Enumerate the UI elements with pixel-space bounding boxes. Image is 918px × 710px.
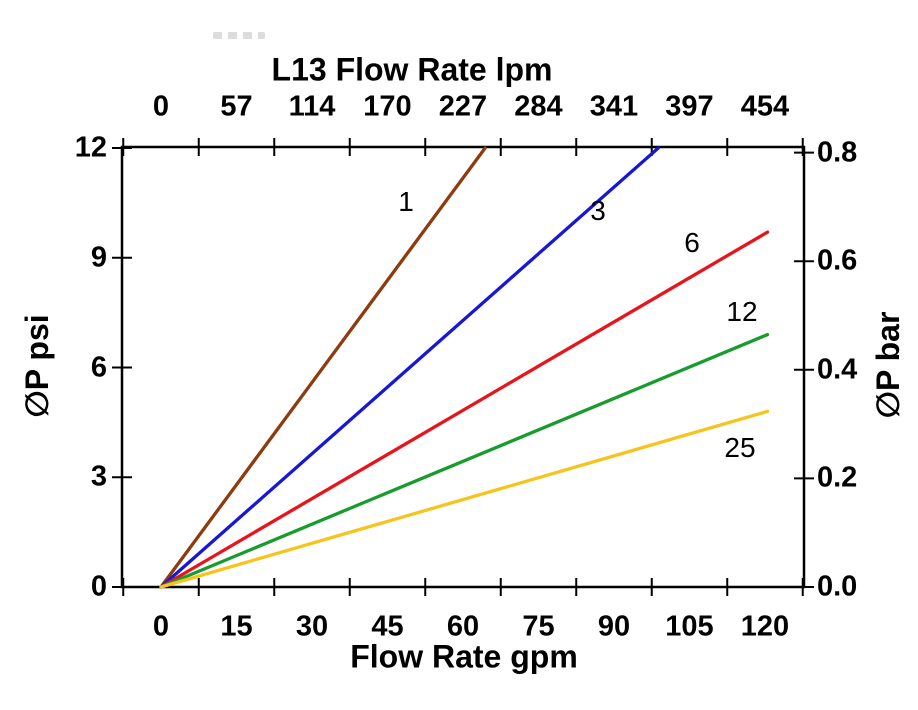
x-tick-label-gpm-30: 30 — [295, 610, 329, 643]
y-tick-label-bar-0.0: 0.0 — [817, 570, 858, 603]
series-line-12 — [159, 332, 770, 589]
y-tick-label-bar-0.6: 0.6 — [817, 244, 858, 277]
x-tick-label-lpm-114: 114 — [288, 90, 336, 123]
x-tick-label-gpm-45: 45 — [371, 610, 404, 643]
series-line-1 — [159, 146, 487, 589]
y-tick-label-psi-3: 3 — [90, 460, 107, 493]
y-tick-label-psi-9: 9 — [90, 241, 107, 274]
series-label-1: 1 — [398, 186, 414, 217]
x-tick-label-gpm-90: 90 — [597, 610, 631, 643]
series-line-3 — [159, 146, 660, 589]
series-line-6 — [159, 230, 770, 589]
x-tick-label-gpm-0: 0 — [152, 610, 170, 643]
x-tick-label-lpm-170: 170 — [363, 90, 412, 123]
x-tick-label-lpm-341: 341 — [589, 90, 639, 123]
x-tick-label-lpm-397: 397 — [665, 90, 714, 123]
series-label-12: 12 — [726, 296, 758, 327]
y-tick-label-psi-6: 6 — [90, 351, 107, 383]
x-tick-label-lpm-57: 57 — [220, 90, 253, 123]
scan-artifact — [213, 32, 265, 39]
x-tick-label-lpm-284: 284 — [514, 90, 563, 123]
y-tick-label-psi-12: 12 — [74, 131, 107, 164]
series-label-25: 25 — [724, 432, 756, 463]
x-tick-label-lpm-227: 227 — [438, 90, 488, 123]
y-tick-label-psi-0: 0 — [90, 570, 107, 603]
y-tick-label-bar-0.8: 0.8 — [817, 136, 858, 169]
x-tick-label-lpm-0: 0 — [152, 90, 170, 123]
x-tick-label-gpm-105: 105 — [665, 610, 714, 643]
series-line-25 — [159, 409, 770, 589]
plot-border — [120, 145, 806, 589]
x-tick-label-gpm-60: 60 — [446, 610, 480, 643]
x-axis-title: Flow Rate gpm — [350, 638, 578, 675]
y-tick-label-bar-0.2: 0.2 — [817, 461, 858, 494]
top-axis-title: L13 Flow Rate lpm — [271, 51, 553, 88]
y-tick-label-bar-0.4: 0.4 — [817, 353, 858, 386]
series-label-6: 6 — [684, 227, 700, 258]
series-label-3: 3 — [590, 195, 606, 226]
x-tick-label-gpm-120: 120 — [740, 610, 790, 643]
x-tick-label-gpm-75: 75 — [522, 610, 555, 643]
x-tick-label-lpm-454: 454 — [740, 90, 790, 123]
x-tick-label-gpm-15: 15 — [220, 610, 253, 643]
